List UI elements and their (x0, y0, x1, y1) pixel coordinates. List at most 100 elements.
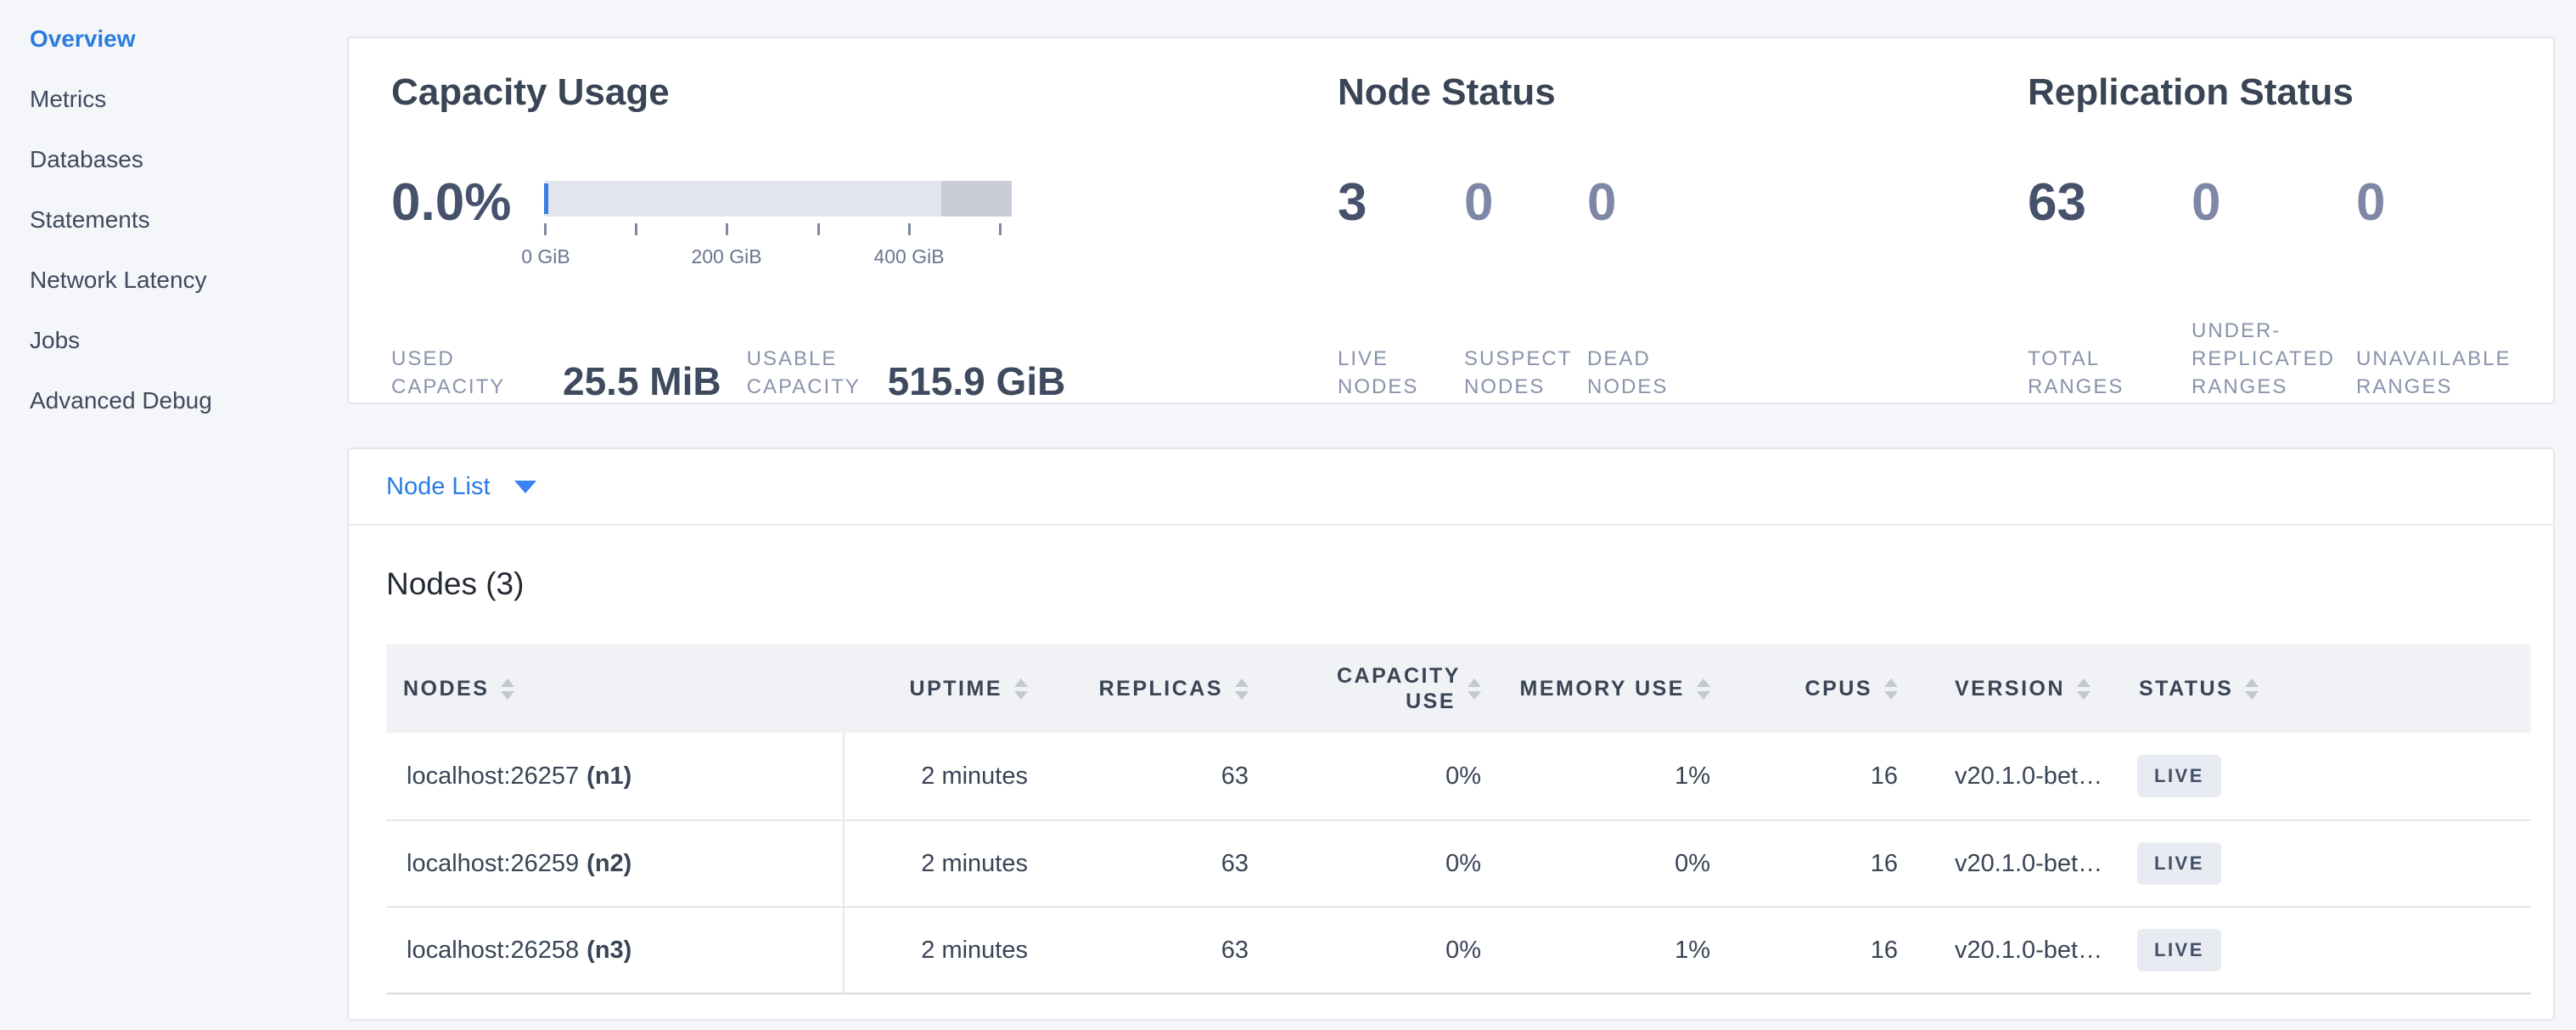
column-header-label: UPTIME (909, 676, 1002, 701)
capacity-bar-used-segment (544, 183, 548, 214)
column-header-status[interactable]: STATUS (2134, 644, 2531, 733)
column-header-capacity-use[interactable]: CAPACITY USE (1280, 644, 1512, 733)
under-replicated-ranges-value: 0 (2192, 173, 2221, 232)
column-header-label: NODES (403, 676, 490, 701)
live-nodes-label: LIVE NODES (1338, 347, 1419, 398)
node-status-labels: LIVE NODES SUSPECT NODES DEAD NODES (1338, 307, 1731, 401)
sidebar-item-statements[interactable]: Statements (30, 206, 150, 233)
total-ranges-value: 63 (2028, 173, 2086, 232)
usable-capacity-value: 515.9 GiB (887, 359, 1066, 403)
replicas-cell: 63 (1221, 936, 1249, 964)
column-header-version[interactable]: VERSION (1929, 644, 2134, 733)
dead-nodes-label: DEAD NODES (1587, 347, 1669, 398)
replication-status-values: 63 0 0 (2028, 177, 2537, 229)
column-header-cpus[interactable]: CPUS (1742, 644, 1929, 733)
cpus-cell: 16 (1870, 936, 1898, 964)
status-cell: LIVE (2134, 908, 2531, 993)
usable-capacity-label: USABLE CAPACITY (746, 347, 861, 398)
sort-icon[interactable] (501, 678, 515, 700)
node-id: (n2) (586, 849, 632, 877)
sort-icon[interactable] (1697, 678, 1710, 700)
replicas-cell: 63 (1221, 762, 1249, 790)
status-badge: LIVE (2137, 755, 2221, 797)
sidebar-item-databases[interactable]: Databases (30, 146, 143, 172)
uptime-cell: 2 minutes (921, 849, 1028, 877)
capacity-use-cell: 0% (1445, 936, 1481, 964)
status-cell: LIVE (2134, 821, 2531, 906)
capacity-percent-value: 0.0% (391, 173, 512, 232)
table-bottom-border (386, 993, 2531, 994)
node-address[interactable]: localhost:26259 (407, 849, 580, 877)
status-cell: LIVE (2134, 733, 2531, 819)
column-header-label: CAPACITY USE (1337, 664, 1461, 713)
uptime-cell: 2 minutes (921, 936, 1028, 964)
node-address-cell[interactable]: localhost:26258 (n3) (386, 908, 845, 993)
version-cell: v20.1.0-bet… (1955, 762, 2103, 790)
nodes-table: NODES UPTIME REPLICAS CAPACITY USE MEMOR… (386, 644, 2531, 994)
sort-icon[interactable] (2077, 678, 2091, 700)
memory-use-cell: 1% (1675, 936, 1710, 964)
dead-nodes-value: 0 (1587, 173, 1617, 232)
column-header-nodes[interactable]: NODES (386, 644, 845, 733)
capacity-usage-title: Capacity Usage (391, 71, 670, 113)
sort-icon[interactable] (1014, 678, 1028, 700)
axis-tick (635, 223, 637, 235)
sidebar-item-metrics[interactable]: Metrics (30, 86, 107, 112)
axis-tick (726, 223, 728, 235)
node-address[interactable]: localhost:26258 (407, 936, 580, 964)
column-header-label: REPLICAS (1098, 676, 1223, 701)
live-nodes-value: 3 (1338, 173, 1367, 232)
sort-icon[interactable] (1468, 678, 1481, 700)
replicas-cell: 63 (1221, 849, 1249, 877)
under-replicated-ranges-label: UNDER-REPLICATED RANGES (2192, 319, 2335, 398)
column-header-label: STATUS (2139, 676, 2234, 701)
memory-use-cell: 1% (1675, 762, 1710, 790)
status-badge: LIVE (2137, 842, 2221, 885)
node-status-title: Node Status (1338, 71, 1556, 113)
node-list-dropdown[interactable]: Node List (349, 449, 2553, 526)
suspect-nodes-label: SUSPECT NODES (1464, 347, 1572, 398)
sidebar-item-network-latency[interactable]: Network Latency (30, 267, 207, 293)
axis-tick-label: 0 GiB (521, 245, 570, 267)
capacity-use-cell: 0% (1445, 762, 1481, 790)
table-row[interactable]: localhost:26258 (n3) 2 minutes 63 0% 1% … (386, 906, 2531, 993)
column-header-replicas[interactable]: REPLICAS (1059, 644, 1280, 733)
node-address[interactable]: localhost:26257 (407, 762, 580, 790)
uptime-cell: 2 minutes (921, 762, 1028, 790)
sidebar-item-overview[interactable]: Overview (30, 25, 136, 52)
used-capacity-label: USED CAPACITY (391, 347, 506, 398)
capacity-use-cell: 0% (1445, 849, 1481, 877)
node-address-cell[interactable]: localhost:26259 (n2) (386, 821, 845, 906)
table-row[interactable]: localhost:26259 (n2) 2 minutes 63 0% 0% … (386, 819, 2531, 906)
node-list-card: Node List Nodes (3) NODES UPTIME REPLICA… (347, 447, 2555, 1021)
axis-tick-label: 400 GiB (873, 245, 945, 267)
unavailable-ranges-label: UNAVAILABLE RANGES (2356, 347, 2511, 398)
sidebar: Overview Metrics Databases Statements Ne… (30, 24, 335, 446)
sidebar-item-advanced-debug[interactable]: Advanced Debug (30, 387, 212, 414)
node-list-dropdown-label[interactable]: Node List (386, 472, 491, 500)
chevron-down-icon[interactable] (514, 480, 536, 493)
node-id: (n3) (586, 936, 632, 964)
column-header-label: CPUS (1804, 676, 1872, 701)
sort-icon[interactable] (1235, 678, 1249, 700)
unavailable-ranges-value: 0 (2356, 173, 2386, 232)
status-badge: LIVE (2137, 929, 2221, 971)
used-capacity-value: 25.5 MiB (563, 359, 721, 403)
cluster-summary-card: Capacity Usage 0.0% 0 GiB 200 GiB 400 Gi… (347, 37, 2555, 404)
node-address-cell[interactable]: localhost:26257 (n1) (386, 733, 845, 819)
capacity-bar-other-segment (941, 181, 1012, 217)
nodes-section-title: Nodes (3) (386, 566, 525, 601)
nodes-table-header: NODES UPTIME REPLICAS CAPACITY USE MEMOR… (386, 644, 2531, 733)
sidebar-item-jobs[interactable]: Jobs (30, 327, 81, 353)
node-status-values: 3 0 0 (1338, 177, 1731, 229)
column-header-label: VERSION (1955, 676, 2066, 701)
column-header-uptime[interactable]: UPTIME (845, 644, 1059, 733)
sort-icon[interactable] (2245, 678, 2259, 700)
table-row[interactable]: localhost:26257 (n1) 2 minutes 63 0% 1% … (386, 733, 2531, 819)
sort-icon[interactable] (1884, 678, 1898, 700)
capacity-usage-section: Capacity Usage 0.0% 0 GiB 200 GiB 400 Gi… (391, 38, 1308, 402)
total-ranges-label: TOTAL RANGES (2028, 347, 2124, 398)
node-id: (n1) (586, 762, 632, 790)
column-header-memory-use[interactable]: MEMORY USE (1512, 644, 1742, 733)
memory-use-cell: 0% (1675, 849, 1710, 877)
